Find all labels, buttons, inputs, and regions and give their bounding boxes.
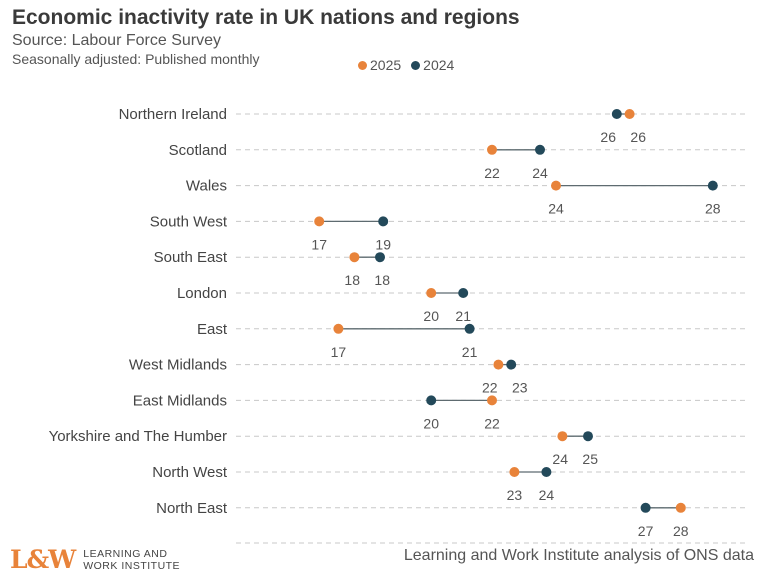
value-label-2024-east: 21	[462, 344, 478, 360]
legend-swatch-2024	[411, 60, 421, 70]
logo-line-2: WORK INSTITUTE	[83, 559, 181, 572]
point-2024-yorkshire-and-the-humber	[583, 431, 593, 442]
chart-note: Seasonally adjusted: Published monthly	[12, 51, 260, 67]
value-label-2024-wales: 28	[705, 201, 721, 217]
value-label-2025-north-east: 28	[673, 523, 689, 539]
value-label-2025-london: 20	[423, 308, 439, 324]
category-label-north-west: North West	[152, 464, 228, 481]
point-2024-northern-ireland	[611, 109, 622, 119]
legend-label-2025: 2025	[370, 57, 402, 73]
category-label-northern-ireland: Northern Ireland	[119, 106, 227, 123]
value-label-2025-west-midlands: 22	[482, 380, 498, 396]
category-label-north-east: North East	[156, 500, 228, 517]
point-2024-east-midlands	[426, 395, 437, 406]
value-label-2024-east-midlands: 20	[423, 415, 439, 431]
category-label-east: East	[197, 321, 228, 338]
value-label-2024-south-west: 19	[375, 236, 391, 252]
point-2025-north-west	[509, 467, 520, 477]
value-label-2025-scotland: 22	[484, 165, 500, 181]
chart-legend: 2025 2024	[358, 57, 458, 73]
value-label-2024-west-midlands: 23	[512, 380, 528, 396]
point-2024-west-midlands	[506, 359, 517, 370]
value-label-2024-london: 21	[455, 308, 471, 324]
value-label-2025-east: 17	[331, 344, 347, 360]
source-credit: Learning and Work Institute analysis of …	[403, 547, 754, 564]
value-label-2025-northern-ireland: 26	[630, 129, 646, 145]
category-label-south-east: South East	[154, 249, 228, 266]
lw-logo: L&W LEARNING AND WORK INSTITUTE	[10, 545, 180, 574]
category-label-scotland: Scotland	[169, 142, 227, 159]
legend-label-2024: 2024	[423, 57, 455, 73]
point-2025-london	[426, 288, 437, 298]
chart-subtitle: Source: Labour Force Survey	[12, 32, 221, 49]
point-2024-south-east	[375, 252, 385, 263]
value-label-2025-south-east: 18	[344, 272, 360, 288]
legend-item-2024: 2024	[411, 57, 454, 73]
category-label-west-midlands: West Midlands	[129, 357, 227, 374]
value-label-2024-north-east: 27	[638, 523, 654, 539]
legend-swatch-2025	[358, 60, 367, 70]
point-2025-south-west	[314, 216, 325, 227]
point-2025-east-midlands	[487, 395, 497, 406]
point-2025-east	[333, 323, 344, 334]
category-label-south-west: South West	[150, 213, 228, 230]
value-label-2025-north-west: 23	[507, 487, 523, 503]
logo-line-1: LEARNING AND	[83, 547, 168, 560]
point-2025-northern-ireland	[624, 109, 635, 119]
category-label-east-midlands: East Midlands	[133, 392, 227, 409]
point-2025-west-midlands	[493, 359, 504, 370]
point-2025-south-east	[349, 252, 360, 263]
value-label-2024-south-east: 18	[374, 272, 390, 288]
point-2025-wales	[551, 180, 561, 191]
point-2025-scotland	[487, 144, 497, 155]
value-label-2024-north-west: 24	[539, 487, 555, 503]
value-label-2025-wales: 24	[548, 201, 564, 217]
value-label-2025-south-west: 17	[311, 236, 327, 252]
point-2024-east	[464, 323, 475, 334]
value-label-2024-northern-ireland: 26	[600, 129, 616, 145]
point-2024-london	[458, 288, 469, 298]
point-2024-north-east	[640, 502, 651, 513]
logo-mark: L&W	[10, 545, 76, 574]
value-label-2025-yorkshire-and-the-humber: 24	[552, 451, 568, 467]
category-label-london: London	[177, 285, 227, 302]
logo-text: LEARNING AND WORK INSTITUTE	[83, 548, 180, 572]
legend-item-2025: 2025	[358, 57, 401, 73]
point-2024-south-west	[378, 216, 389, 227]
category-label-yorkshire-and-the-humber: Yorkshire and The Humber	[49, 428, 227, 445]
point-2024-wales	[707, 180, 718, 191]
point-2025-north-east	[675, 502, 686, 513]
value-label-2024-yorkshire-and-the-humber: 25	[582, 451, 598, 467]
value-label-2024-scotland: 24	[532, 165, 548, 181]
value-label-2025-east-midlands: 22	[484, 415, 500, 431]
chart-title: Economic inactivity rate in UK nations a…	[12, 6, 520, 29]
category-label-wales: Wales	[186, 178, 227, 195]
point-2024-scotland	[535, 144, 545, 155]
point-2025-yorkshire-and-the-humber	[557, 431, 568, 442]
point-2024-north-west	[541, 467, 552, 477]
